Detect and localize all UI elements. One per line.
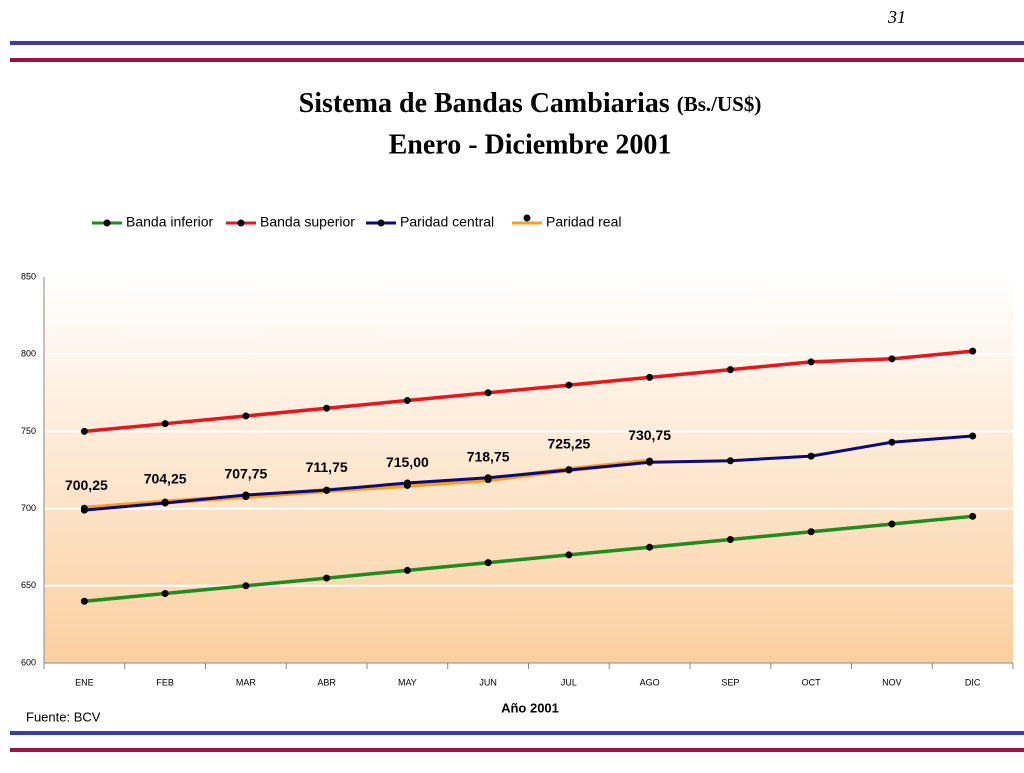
legend-label: Paridad central: [400, 214, 494, 230]
rule-blue: [10, 41, 1024, 45]
data-point: [323, 404, 331, 412]
data-point: [726, 366, 734, 374]
data-point: [565, 466, 573, 474]
legend-marker: [377, 219, 385, 227]
data-point: [888, 520, 896, 528]
y-tick-label: 700: [21, 503, 36, 513]
legend-label: Paridad real: [546, 214, 622, 230]
data-label: 715,00: [386, 454, 429, 470]
chart-subtitle: Enero - Diciembre 2001: [389, 129, 672, 160]
rule-blue: [10, 731, 1024, 735]
data-point: [646, 543, 654, 551]
data-point: [403, 479, 411, 487]
data-point: [161, 499, 169, 507]
x-tick-label: NOV: [882, 677, 902, 687]
legend-label: Banda inferior: [126, 214, 214, 230]
data-point: [969, 432, 977, 440]
y-tick-label: 800: [21, 349, 36, 359]
data-point: [807, 452, 815, 460]
data-label: 707,75: [224, 465, 267, 481]
title-main: Sistema de Bandas Cambiarias: [299, 88, 670, 119]
data-point: [80, 506, 88, 514]
data-label: 718,75: [467, 448, 510, 464]
data-point: [403, 566, 411, 574]
x-axis-label: Año 2001: [501, 700, 559, 715]
data-label: 725,25: [547, 435, 590, 451]
plot-area: [44, 277, 1013, 663]
data-point: [242, 412, 250, 420]
x-tick-label: FEB: [156, 677, 174, 687]
x-tick-label: ENE: [75, 677, 94, 687]
data-point: [484, 389, 492, 397]
data-point: [161, 420, 169, 428]
data-label: 704,25: [144, 471, 187, 487]
rule-red: [10, 58, 1024, 62]
data-point: [80, 597, 88, 605]
x-tick-label: ABR: [317, 677, 336, 687]
x-tick-label: MAY: [398, 677, 417, 687]
legend-marker: [523, 214, 531, 222]
x-tick-label: MAR: [236, 677, 257, 687]
x-tick-label: DIC: [965, 677, 981, 687]
title-note: (Bs./US$): [677, 92, 762, 116]
x-tick-label: OCT: [802, 677, 822, 687]
y-tick-label: 650: [21, 580, 36, 590]
data-point: [484, 474, 492, 482]
data-point: [484, 559, 492, 567]
chart-title: Sistema de Bandas Cambiarias (Bs./US$): [299, 88, 762, 119]
x-tick-label: AGO: [640, 677, 660, 687]
data-label: 700,25: [65, 477, 108, 493]
data-point: [646, 373, 654, 381]
data-point: [80, 427, 88, 435]
data-point: [888, 438, 896, 446]
data-point: [726, 535, 734, 543]
x-tick-label: JUL: [561, 677, 577, 687]
data-point: [565, 381, 573, 389]
x-tick-label: SEP: [721, 677, 739, 687]
data-point: [969, 347, 977, 355]
source: Fuente: BCV: [26, 709, 101, 724]
x-tick-label: JUN: [479, 677, 497, 687]
y-tick-label: 600: [21, 657, 36, 667]
series-line: [84, 349, 973, 434]
data-point: [323, 486, 331, 494]
rule-red: [10, 748, 1024, 752]
y-tick-label: 750: [21, 426, 36, 436]
y-tick-label: 850: [21, 271, 36, 281]
legend-marker: [237, 219, 245, 227]
series-line: [84, 514, 973, 603]
data-point: [969, 512, 977, 520]
data-point: [242, 582, 250, 590]
legend-label: Banda superior: [260, 214, 355, 230]
data-point: [807, 528, 815, 536]
data-point: [565, 551, 573, 559]
data-point: [323, 574, 331, 582]
data-point: [807, 358, 815, 366]
series-line: [84, 434, 973, 512]
data-label: 711,75: [306, 459, 348, 475]
data-point: [161, 590, 169, 598]
data-point: [646, 458, 654, 466]
data-point: [888, 355, 896, 363]
legend-marker: [103, 219, 111, 227]
page-number: 31: [887, 7, 906, 27]
data-point: [726, 457, 734, 465]
data-point: [242, 491, 250, 499]
data-point: [403, 397, 411, 405]
data-label: 730,75: [628, 427, 671, 443]
